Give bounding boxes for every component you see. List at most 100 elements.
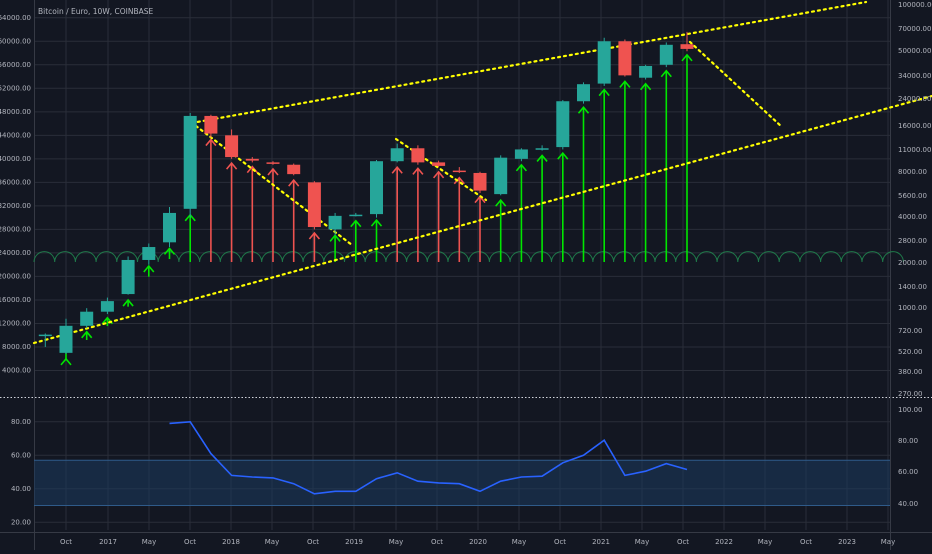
right-axis-tick-label: 5600.00 (898, 192, 927, 200)
x-axis-tick-label: 2020 (469, 538, 487, 546)
candle-bull (390, 148, 404, 162)
y-axis-tick-label: 32000.00 (0, 202, 31, 210)
bear-trendline-2019 (394, 137, 488, 202)
candle-bull (639, 65, 653, 78)
buy-arrow-head (681, 53, 693, 62)
right-axis-tick-label: 4000.00 (898, 213, 927, 221)
buy-arrow-head (350, 219, 362, 228)
buy-arrow-head (619, 80, 631, 88)
candle-bull (142, 247, 156, 260)
candle-bull (59, 325, 73, 353)
right-axis-tick-label: 24000.00 (898, 95, 931, 103)
buy-arrow-head (598, 88, 610, 97)
y-axis-tick-label: 8000.00 (2, 343, 31, 351)
y-axis-tick-label: 80.00 (11, 418, 31, 426)
decline-trendline (688, 40, 784, 129)
y-axis-tick-label: 20000.00 (0, 272, 31, 280)
candle-bull (38, 334, 52, 337)
y-axis-tick-label: 40000.00 (0, 155, 31, 163)
buy-arrow-head (536, 154, 548, 162)
x-axis-tick-label: Oct (800, 538, 812, 546)
x-axis-tick-label: Oct (60, 538, 72, 546)
candle-bear (452, 170, 466, 173)
x-axis-tick-label: 2018 (222, 538, 240, 546)
x-axis-tick-label: 2021 (592, 538, 610, 546)
right-axis-tick-label: 50000.00 (898, 47, 931, 55)
right-axis-tick-label: 100.00 (898, 406, 923, 414)
right-axis-tick-label: 40.00 (898, 500, 918, 508)
candle-bear (287, 164, 301, 175)
buy-arrow-head (163, 247, 176, 255)
candle-bear (204, 115, 218, 134)
x-axis-tick-label: Oct (431, 538, 443, 546)
sell-arrow-head (391, 165, 403, 174)
right-axis-tick-label: 80.00 (898, 437, 918, 445)
right-axis-tick-label: 1000.00 (898, 304, 927, 312)
y-axis-tick-label: 48000.00 (0, 108, 31, 116)
right-axis-tick-label: 720.00 (898, 327, 923, 335)
right-axis-tick-label: 1400.00 (898, 283, 927, 291)
candle-bull (80, 311, 94, 326)
cycle-arc-layer (33, 251, 904, 263)
candle-bull (370, 161, 383, 215)
candle-bear (307, 182, 321, 228)
chart-title: Bitcoin / Euro, 10W, COINBASE (38, 7, 154, 16)
oscillator-band (34, 460, 890, 506)
candle-bear (432, 162, 446, 166)
right-axis-tick-label: 16000.00 (898, 122, 931, 130)
candle-bull (163, 212, 176, 243)
right-axis-tick-label: 60.00 (898, 468, 918, 476)
oscillator-line (169, 420, 688, 495)
candle-bull (535, 148, 549, 150)
candle-bull (121, 259, 135, 295)
right-axis-tick-label: 2000.00 (898, 259, 927, 267)
x-axis-tick-label: Oct (554, 538, 566, 546)
candle-bear (266, 162, 280, 164)
sell-arrow-head (412, 167, 424, 175)
candle-bear (245, 158, 259, 161)
candle-bull (577, 84, 590, 102)
candle-bull (349, 214, 363, 217)
candle-bear (618, 41, 632, 76)
right-axis-tick-label: 70000.00 (898, 25, 931, 33)
sell-arrow-head (432, 170, 445, 179)
x-axis-tick-label: Oct (677, 538, 689, 546)
candle-bull (514, 149, 528, 159)
x-axis-tick-label: 2017 (99, 538, 117, 546)
right-axis-tick-label: 11000.00 (898, 146, 931, 154)
lower-channel-trendline (32, 94, 932, 345)
trendline-layer (32, 0, 932, 345)
buy-arrow-head (122, 298, 134, 307)
x-axis-tick-label: 2019 (345, 538, 363, 546)
upper-channel-trendline (184, 0, 868, 126)
bear-trendline-2018 (194, 124, 354, 247)
y-axis-tick-label: 40.00 (11, 485, 31, 493)
candle-bull (494, 157, 508, 195)
buy-arrow-head (495, 198, 507, 207)
y-axis-tick-label: 60000.00 (0, 37, 31, 45)
x-axis-tick-label: 2023 (838, 538, 856, 546)
x-axis-tick-label: May (265, 538, 279, 546)
y-axis-tick-label: 12000.00 (0, 319, 31, 327)
right-axis-tick-label: 2800.00 (898, 237, 927, 245)
x-axis-tick-label: May (758, 538, 772, 546)
y-axis-tick-label: 52000.00 (0, 84, 31, 92)
x-axis-tick-label: Oct (307, 538, 319, 546)
sell-arrow-head (288, 178, 300, 187)
right-axis-tick-label: 8000.00 (898, 168, 927, 176)
buy-arrow-head (143, 264, 155, 273)
candle-bull (100, 301, 114, 312)
y-axis-tick-label: 20.00 (11, 518, 31, 526)
oscillator-band-layer (34, 459, 890, 506)
buy-arrow-head (660, 69, 672, 78)
sell-arrow-head (205, 138, 217, 147)
candle-bull (659, 44, 673, 65)
sell-arrow-head (308, 231, 321, 240)
x-axis-tick-label: May (142, 538, 156, 546)
y-axis-tick-label: 24000.00 (0, 249, 31, 257)
